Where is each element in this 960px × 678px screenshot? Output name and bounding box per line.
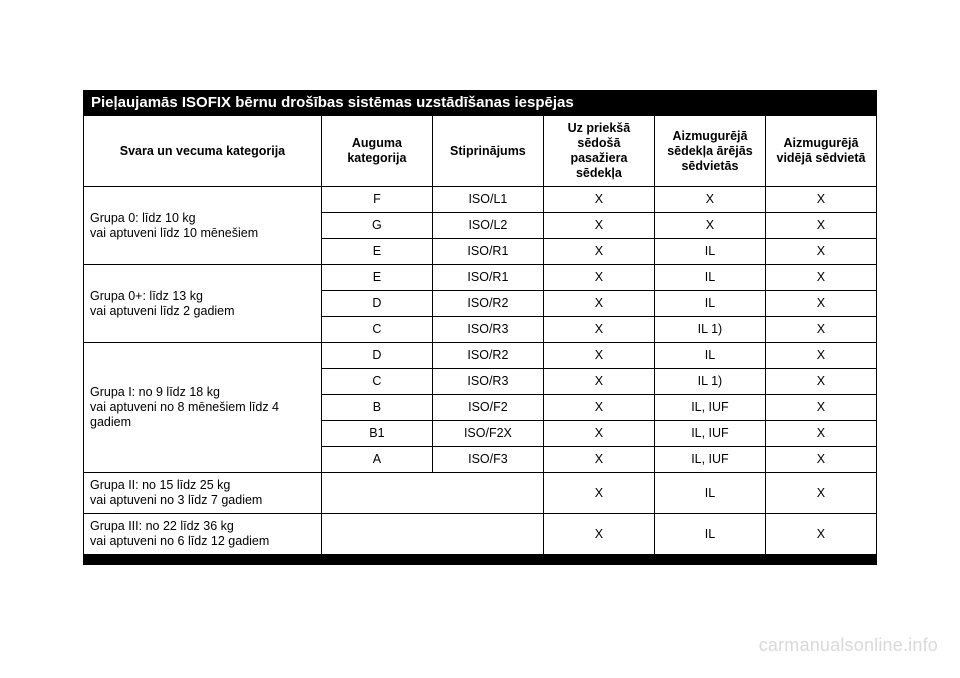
col-header: Aizmugurējā sēdekļa ārējās sēdvietās bbox=[654, 116, 765, 187]
rear-outer-cell: X bbox=[654, 187, 765, 213]
front-seat-cell: X bbox=[543, 317, 654, 343]
rear-center-cell: X bbox=[765, 369, 876, 395]
front-seat-cell: X bbox=[543, 265, 654, 291]
col-header: Svara un vecuma kategorija bbox=[84, 116, 322, 187]
rear-outer-cell: IL bbox=[654, 291, 765, 317]
size-cell: F bbox=[321, 187, 432, 213]
table-wrap: Svara un vecuma kategorija Auguma katego… bbox=[83, 115, 877, 565]
size-cell: E bbox=[321, 265, 432, 291]
fixture-cell: ISO/F2 bbox=[432, 395, 543, 421]
size-cell: C bbox=[321, 317, 432, 343]
front-seat-cell: X bbox=[543, 421, 654, 447]
col-header: Stiprinājums bbox=[432, 116, 543, 187]
table-row: Grupa 0: līdz 10 kgvai aptuveni līdz 10 … bbox=[84, 187, 877, 213]
watermark-text: carmanualsonline.info bbox=[759, 635, 938, 656]
rear-center-cell: X bbox=[765, 473, 876, 514]
front-seat-cell: X bbox=[543, 213, 654, 239]
size-cell: D bbox=[321, 291, 432, 317]
rear-outer-cell: IL 1) bbox=[654, 369, 765, 395]
group-label-cell: Grupa I: no 9 līdz 18 kgvai aptuveni no … bbox=[84, 343, 322, 473]
rear-outer-cell: IL bbox=[654, 343, 765, 369]
size-cell: G bbox=[321, 213, 432, 239]
fixture-cell: ISO/R2 bbox=[432, 343, 543, 369]
table-head: Svara un vecuma kategorija Auguma katego… bbox=[84, 116, 877, 187]
size-cell: E bbox=[321, 239, 432, 265]
rear-center-cell: X bbox=[765, 213, 876, 239]
front-seat-cell: X bbox=[543, 447, 654, 473]
rear-outer-cell: IL bbox=[654, 265, 765, 291]
table-row: Grupa II: no 15 līdz 25 kgvai aptuveni n… bbox=[84, 473, 877, 514]
size-cell: C bbox=[321, 369, 432, 395]
empty-cell bbox=[321, 473, 543, 514]
fixture-cell: ISO/L1 bbox=[432, 187, 543, 213]
rear-outer-cell: IL 1) bbox=[654, 317, 765, 343]
front-seat-cell: X bbox=[543, 473, 654, 514]
rear-outer-cell: X bbox=[654, 213, 765, 239]
rear-center-cell: X bbox=[765, 514, 876, 555]
page-title: Pieļaujamās ISOFIX bērnu drošības sistēm… bbox=[83, 90, 877, 115]
rear-center-cell: X bbox=[765, 187, 876, 213]
front-seat-cell: X bbox=[543, 239, 654, 265]
rear-center-cell: X bbox=[765, 239, 876, 265]
rear-outer-cell: IL bbox=[654, 514, 765, 555]
rear-outer-cell: IL, IUF bbox=[654, 447, 765, 473]
rear-outer-cell: IL, IUF bbox=[654, 395, 765, 421]
rear-outer-cell: IL bbox=[654, 239, 765, 265]
group-label-cell: Grupa II: no 15 līdz 25 kgvai aptuveni n… bbox=[84, 473, 322, 514]
group-label-cell: Grupa 0+: līdz 13 kgvai aptuveni līdz 2 … bbox=[84, 265, 322, 343]
rear-center-cell: X bbox=[765, 343, 876, 369]
size-cell: B1 bbox=[321, 421, 432, 447]
fixture-cell: ISO/R2 bbox=[432, 291, 543, 317]
rear-center-cell: X bbox=[765, 291, 876, 317]
front-seat-cell: X bbox=[543, 369, 654, 395]
front-seat-cell: X bbox=[543, 187, 654, 213]
rear-center-cell: X bbox=[765, 265, 876, 291]
col-header: Uz priekšā sēdošā pasažiera sēdekļa bbox=[543, 116, 654, 187]
table-body: Grupa 0: līdz 10 kgvai aptuveni līdz 10 … bbox=[84, 187, 877, 555]
front-seat-cell: X bbox=[543, 514, 654, 555]
rear-outer-cell: IL, IUF bbox=[654, 421, 765, 447]
rear-center-cell: X bbox=[765, 421, 876, 447]
rear-center-cell: X bbox=[765, 447, 876, 473]
fixture-cell: ISO/L2 bbox=[432, 213, 543, 239]
empty-cell bbox=[321, 514, 543, 555]
size-cell: A bbox=[321, 447, 432, 473]
table-row: Grupa III: no 22 līdz 36 kgvai aptuveni … bbox=[84, 514, 877, 555]
rear-center-cell: X bbox=[765, 395, 876, 421]
table-row: Grupa I: no 9 līdz 18 kgvai aptuveni no … bbox=[84, 343, 877, 369]
table-row: Grupa 0+: līdz 13 kgvai aptuveni līdz 2 … bbox=[84, 265, 877, 291]
fixture-cell: ISO/F2X bbox=[432, 421, 543, 447]
front-seat-cell: X bbox=[543, 395, 654, 421]
col-header: Aizmugurējā vidējā sēdvietā bbox=[765, 116, 876, 187]
front-seat-cell: X bbox=[543, 291, 654, 317]
fixture-cell: ISO/R3 bbox=[432, 317, 543, 343]
size-cell: B bbox=[321, 395, 432, 421]
size-cell: D bbox=[321, 343, 432, 369]
group-label-cell: Grupa III: no 22 līdz 36 kgvai aptuveni … bbox=[84, 514, 322, 555]
rear-outer-cell: IL bbox=[654, 473, 765, 514]
fixture-cell: ISO/R3 bbox=[432, 369, 543, 395]
col-header: Auguma kategorija bbox=[321, 116, 432, 187]
group-label-cell: Grupa 0: līdz 10 kgvai aptuveni līdz 10 … bbox=[84, 187, 322, 265]
fixture-cell: ISO/R1 bbox=[432, 239, 543, 265]
page-container: Pieļaujamās ISOFIX bērnu drošības sistēm… bbox=[0, 0, 960, 678]
fixture-cell: ISO/R1 bbox=[432, 265, 543, 291]
rear-center-cell: X bbox=[765, 317, 876, 343]
isofix-table: Svara un vecuma kategorija Auguma katego… bbox=[83, 115, 877, 555]
front-seat-cell: X bbox=[543, 343, 654, 369]
fixture-cell: ISO/F3 bbox=[432, 447, 543, 473]
